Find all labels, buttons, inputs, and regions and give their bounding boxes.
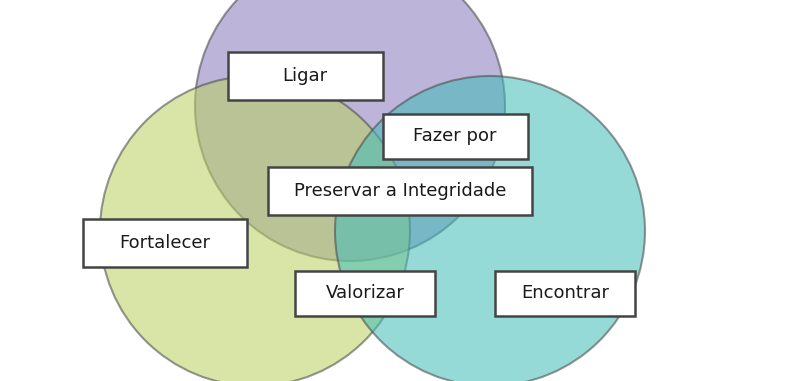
Text: Preservar a Integridade: Preservar a Integridade	[294, 182, 506, 200]
FancyBboxPatch shape	[382, 114, 528, 158]
Text: Ligar: Ligar	[283, 67, 327, 85]
Text: Encontrar: Encontrar	[521, 284, 609, 302]
FancyBboxPatch shape	[495, 271, 635, 315]
Ellipse shape	[100, 76, 410, 381]
FancyBboxPatch shape	[268, 167, 532, 215]
FancyBboxPatch shape	[295, 271, 435, 315]
FancyBboxPatch shape	[82, 219, 247, 267]
Text: Fortalecer: Fortalecer	[119, 234, 210, 252]
Ellipse shape	[335, 76, 645, 381]
Ellipse shape	[195, 0, 505, 261]
FancyBboxPatch shape	[228, 52, 382, 100]
Text: Valorizar: Valorizar	[326, 284, 404, 302]
Text: Fazer por: Fazer por	[413, 127, 497, 145]
